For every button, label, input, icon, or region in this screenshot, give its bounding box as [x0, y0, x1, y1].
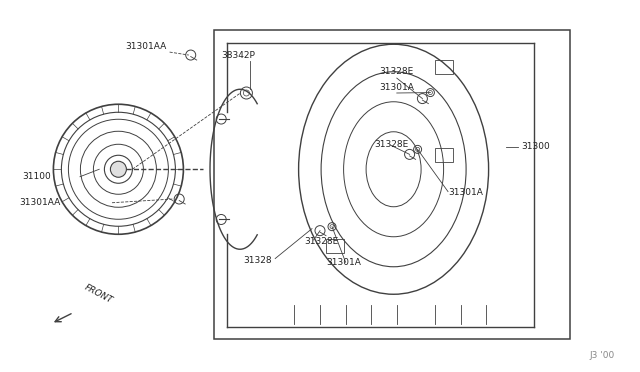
Text: 31300: 31300: [522, 142, 550, 151]
Circle shape: [111, 161, 127, 177]
Bar: [326, 239, 344, 253]
Text: 31328E: 31328E: [379, 67, 413, 76]
Bar: [214, 30, 570, 339]
Text: 31328: 31328: [243, 256, 272, 265]
Text: 31301A: 31301A: [326, 258, 361, 267]
Text: J3 '00: J3 '00: [589, 351, 614, 360]
Text: 31100: 31100: [22, 172, 51, 181]
Text: 31301AA: 31301AA: [20, 198, 61, 207]
Text: 31301AA: 31301AA: [125, 42, 166, 51]
Bar: [435, 148, 453, 162]
Text: 31328E: 31328E: [374, 140, 409, 149]
Text: 31328E: 31328E: [304, 237, 339, 246]
Text: 31301A: 31301A: [379, 83, 413, 92]
Text: 31301A: 31301A: [448, 188, 483, 197]
Bar: [435, 60, 453, 74]
Text: 38342P: 38342P: [221, 51, 255, 60]
Text: FRONT: FRONT: [83, 283, 115, 305]
